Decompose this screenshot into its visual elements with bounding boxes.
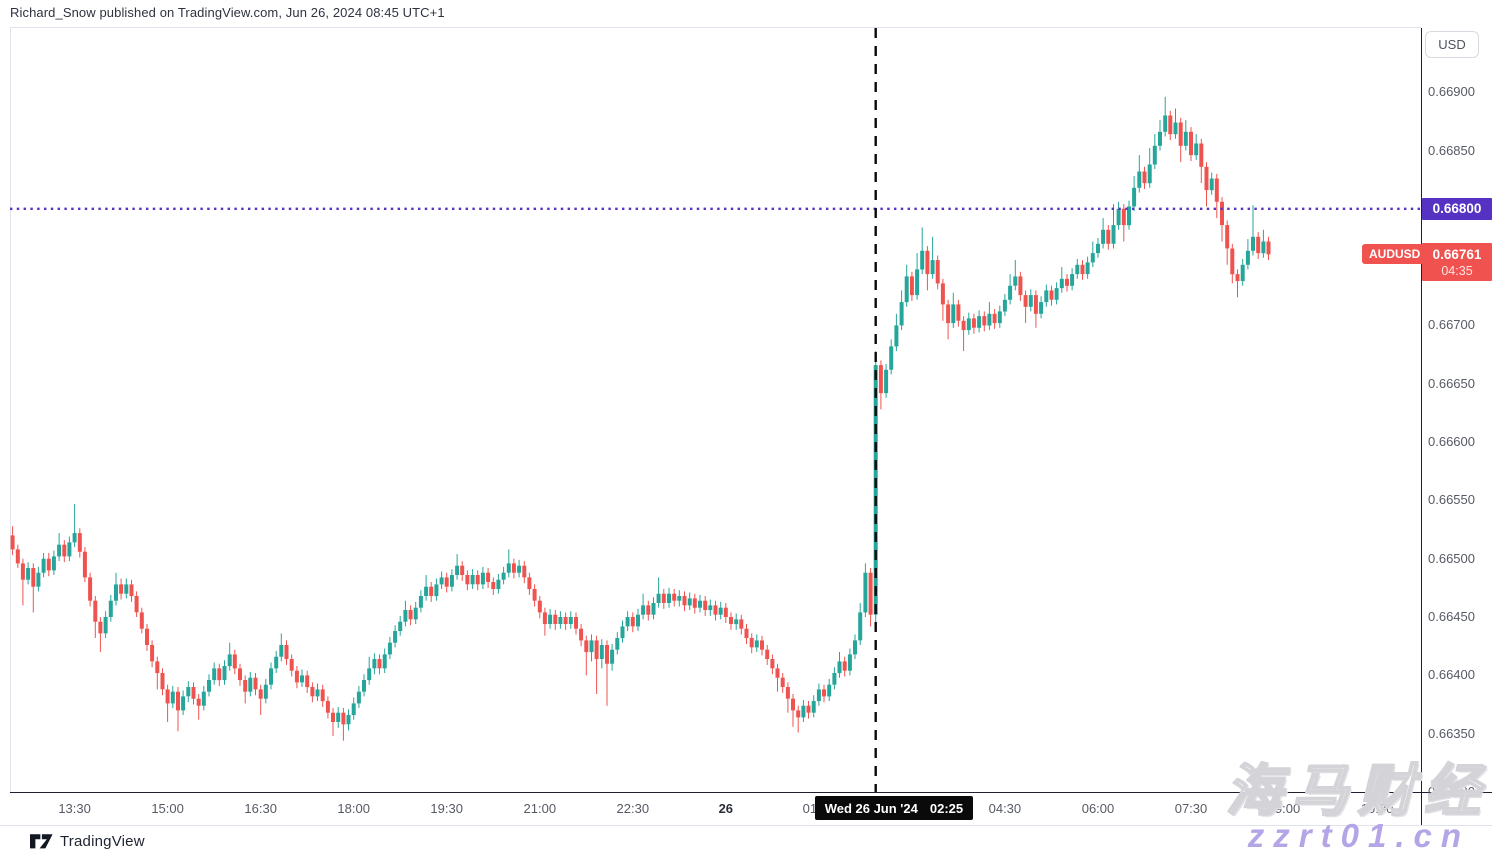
time-tick-label: 16:30 — [244, 801, 277, 816]
price-tick-label: 0.66350 — [1428, 725, 1475, 741]
price-tick-label: 0.66900 — [1428, 84, 1475, 100]
price-tick-label: 0.66550 — [1428, 492, 1475, 508]
time-tick-label: 07:30 — [1174, 801, 1208, 816]
price-tick-label: 0.66500 — [1428, 550, 1475, 566]
last-price-badge: 0.66761 04:35 — [1422, 243, 1492, 282]
time-tick-label: 04:30 — [988, 801, 1022, 816]
crosshair-time: 02:25 — [929, 800, 964, 816]
price-tick-label: 0.66850 — [1428, 142, 1475, 158]
price-tick-label: 0.66700 — [1428, 317, 1475, 333]
crosshair-time-badge: Wed 26 Jun '24 02:25 — [814, 796, 974, 820]
price-tick-label: 0.66600 — [1428, 434, 1475, 450]
time-tick-label: 18:00 — [337, 801, 370, 816]
time-tick-label: 19:30 — [430, 801, 463, 816]
price-tick-label: 0.66450 — [1428, 609, 1475, 624]
publish-attribution: Richard_Snow published on TradingView.co… — [10, 5, 445, 20]
symbol-last-price-tag: AUDUSD — [1362, 244, 1428, 265]
price-tick-label: 0.66300 — [1428, 784, 1475, 799]
time-tick-label: 06:00 — [1081, 801, 1115, 816]
time-tick-label: 09:00 — [1267, 801, 1301, 816]
footer-bar: TradingView — [0, 826, 1492, 857]
horizontal-line-price-badge: 0.66800 — [1422, 197, 1492, 220]
time-tick-label: 10:30 — [1360, 801, 1394, 816]
price-tick-label: 0.66650 — [1428, 375, 1475, 391]
time-tick-label: 22:30 — [616, 801, 650, 816]
bar-countdown: 04:35 — [1441, 263, 1473, 278]
time-tick-label: 13:30 — [58, 801, 91, 816]
crosshair-date: Wed 26 Jun '24 — [824, 800, 918, 816]
price-tick-label: 0.66400 — [1428, 667, 1475, 683]
last-price-value: 0.66761 — [1432, 246, 1482, 262]
time-tick-label: 21:00 — [523, 801, 557, 816]
time-tick-label: 26 — [718, 801, 734, 816]
tradingview-brand-text[interactable]: TradingView — [60, 833, 145, 850]
tradingview-logo-icon[interactable] — [30, 833, 53, 850]
time-tick-label: 15:00 — [151, 801, 184, 816]
currency-button[interactable]: USD — [1425, 31, 1479, 58]
